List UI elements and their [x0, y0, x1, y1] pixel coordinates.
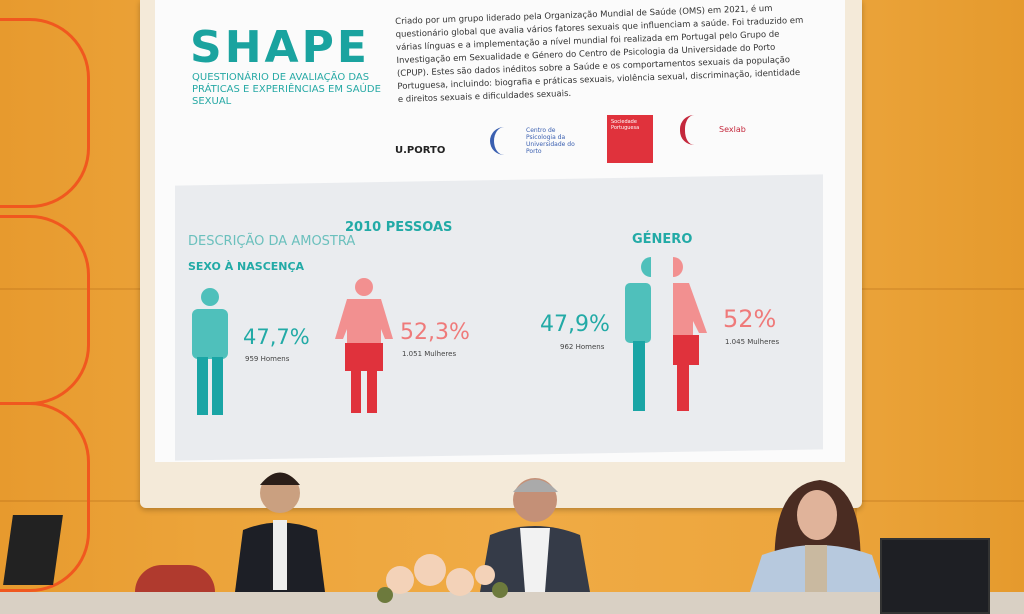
- panelist-right: [750, 480, 884, 592]
- cpup-logo: Centro de Psicologia da Universidade do …: [490, 127, 580, 155]
- sample-label: DESCRIÇÃO DA AMOSTRA: [188, 234, 356, 249]
- female-figure-icon: [335, 278, 393, 413]
- presentation-slide: SHAPE Questionário de avaliação das prát…: [155, 0, 845, 462]
- sex-men-count: 959 Homens: [245, 355, 290, 363]
- slide-description: Criado por um grupo liderado pela Organi…: [395, 3, 804, 105]
- monitor-left: [3, 515, 63, 585]
- chair: [135, 565, 215, 592]
- monitor: [880, 538, 990, 614]
- sex-women-percent: 52,3%: [400, 320, 470, 345]
- slide-subtitle: Questionário de avaliação das práticas e…: [192, 72, 381, 107]
- uporto-logo: U.PORTO: [395, 145, 446, 156]
- gender-men-percent: 47,9%: [540, 312, 610, 337]
- gender-women-count: 1.045 Mulheres: [725, 338, 780, 346]
- sex-women-count: 1.051 Mulheres: [402, 350, 457, 358]
- sociedade-logo: Sociedade Portuguesa: [607, 115, 653, 163]
- male-figure-icon: [192, 288, 228, 415]
- panelist-left: [235, 472, 325, 592]
- decorative-outline: [0, 215, 90, 405]
- flower-arrangement: [377, 554, 508, 603]
- sex-heading: SEXO À NASCENÇA: [188, 260, 305, 273]
- panelist-center: [480, 478, 590, 592]
- decorative-outline: [0, 18, 90, 208]
- slide-title: SHAPE: [190, 22, 370, 73]
- sexlab-logo: Sexlab: [680, 115, 746, 145]
- sex-men-percent: 47,7%: [243, 325, 310, 349]
- gender-split-figure-icon: [625, 257, 707, 411]
- gender-heading: GÉNERO: [632, 232, 693, 247]
- gender-women-percent: 52%: [723, 305, 777, 333]
- partner-logos: U.PORTO Centro de Psicologia da Universi…: [395, 115, 815, 175]
- gender-men-count: 962 Homens: [560, 343, 605, 351]
- sample-count: 2010 PESSOAS: [345, 220, 453, 235]
- panel-table: [0, 592, 1024, 614]
